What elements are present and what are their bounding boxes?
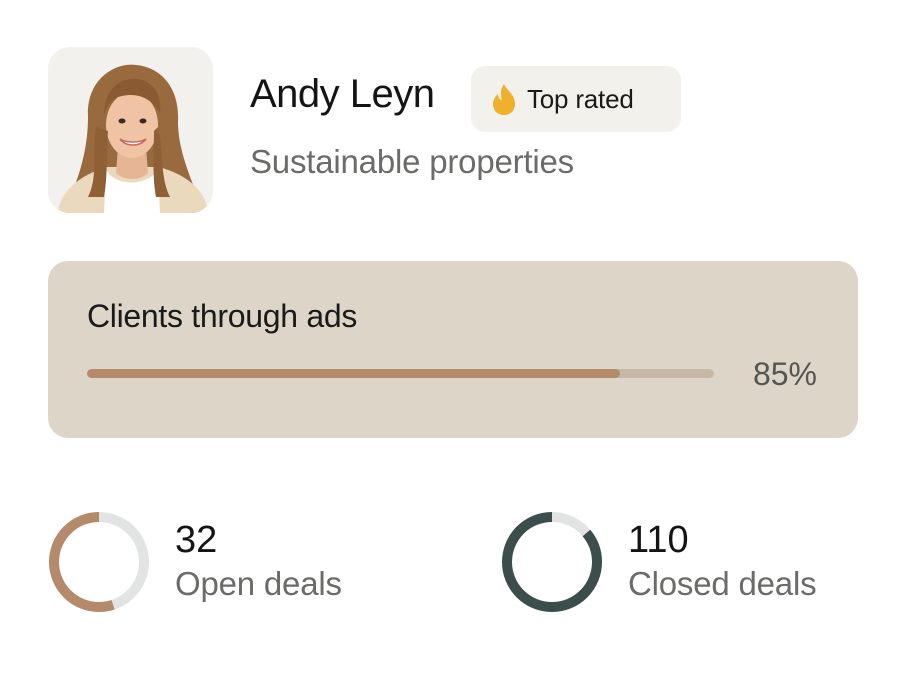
profile-subtitle: Sustainable properties	[250, 143, 574, 180]
avatar	[48, 47, 213, 213]
ring-progress	[502, 512, 602, 612]
top-rated-badge: Top rated	[471, 66, 681, 132]
card-title: Clients through ads	[87, 298, 358, 334]
progress-track	[87, 369, 714, 378]
closed-deals-label: Closed deals	[628, 565, 817, 602]
portrait-photo	[48, 47, 213, 213]
open-deals-stat: 32 Open deals	[47, 510, 342, 614]
profile-name: Andy Leyn	[250, 72, 435, 116]
ring-progress	[49, 512, 149, 612]
progress-fill	[87, 369, 620, 378]
closed-deals-value: 110	[628, 519, 689, 561]
open-deals-value: 32	[175, 519, 218, 561]
closed-deals-stat: 110 Closed deals	[500, 510, 817, 614]
flame-icon	[493, 84, 515, 115]
open-deals-label: Open deals	[175, 565, 342, 602]
progress-percent: 85%	[752, 356, 817, 392]
clients-through-ads-card: Clients through ads 85%	[48, 261, 858, 438]
closed-deals-ring	[502, 512, 602, 612]
open-deals-ring	[49, 512, 149, 612]
badge-label: Top rated	[527, 83, 634, 114]
